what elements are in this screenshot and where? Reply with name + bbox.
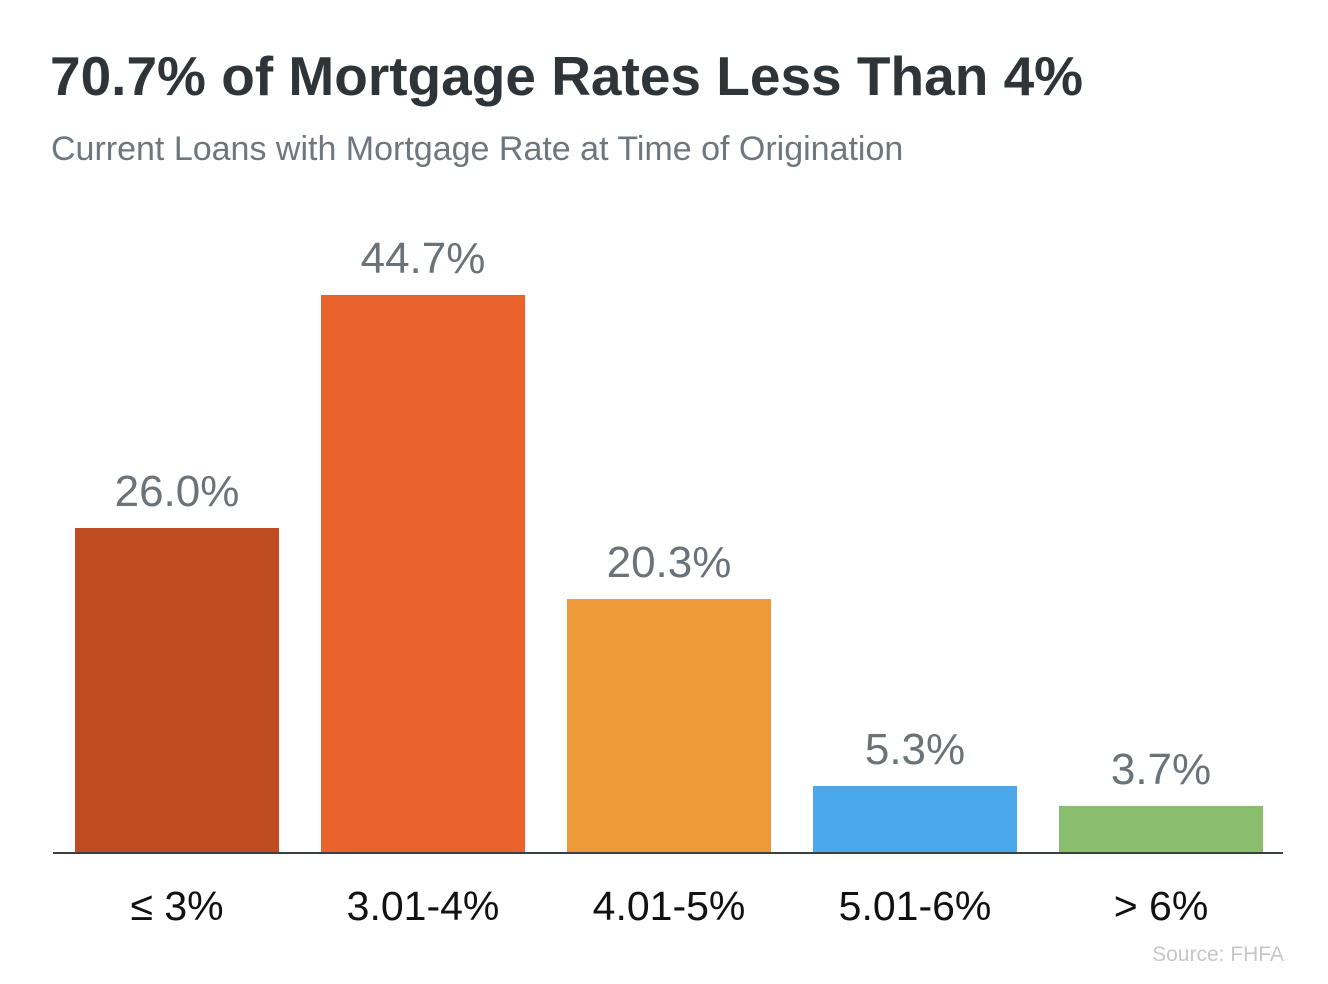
category-label: 4.01-5% xyxy=(593,883,746,929)
bar xyxy=(1059,805,1263,852)
chart-subtitle: Current Loans with Mortgage Rate at Time… xyxy=(51,130,904,168)
value-label: 44.7% xyxy=(361,234,486,283)
category-label: 5.01-6% xyxy=(839,883,992,929)
bar xyxy=(567,599,771,852)
bar xyxy=(321,295,525,852)
value-label: 5.3% xyxy=(865,725,965,774)
chart-title: 70.7% of Mortgage Rates Less Than 4% xyxy=(50,45,1084,107)
bar xyxy=(75,528,279,852)
value-label: 26.0% xyxy=(115,467,240,516)
category-label: ≤ 3% xyxy=(130,883,223,929)
source-note: Source: FHFA xyxy=(1152,943,1284,966)
bar xyxy=(813,785,1017,852)
value-label: 3.7% xyxy=(1111,745,1211,794)
category-label: > 6% xyxy=(1114,883,1209,929)
value-label: 20.3% xyxy=(607,538,732,587)
category-label: 3.01-4% xyxy=(347,883,500,929)
